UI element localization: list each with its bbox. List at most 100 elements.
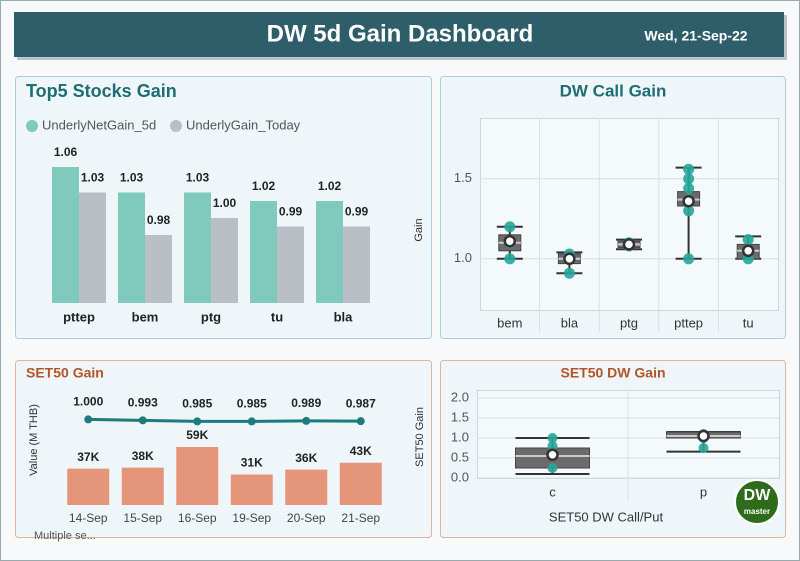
- x-tick-label: tu: [271, 309, 283, 324]
- bar: [339, 462, 382, 505]
- logo: [734, 479, 780, 525]
- value-label: 1.06: [54, 145, 78, 159]
- line-marker: [356, 417, 365, 426]
- value-label: 1.02: [318, 179, 342, 193]
- point: [683, 253, 695, 265]
- line-marker: [247, 417, 256, 426]
- bar: [67, 468, 110, 505]
- point: [683, 205, 695, 217]
- value-label: 0.99: [279, 205, 303, 219]
- point: [504, 253, 516, 265]
- value-label: 31K: [241, 456, 263, 470]
- y-axis-label: SET50 Gain: [414, 407, 426, 467]
- chart-title: SET50 Gain: [26, 365, 104, 381]
- point: [698, 443, 709, 453]
- bar: [316, 201, 343, 303]
- bar: [343, 226, 370, 303]
- point: [742, 234, 754, 246]
- mean: [682, 194, 695, 208]
- x-tick-label: 20-Sep: [287, 511, 326, 525]
- mean: [622, 238, 636, 251]
- x-tick-label: bla: [334, 309, 354, 324]
- logo-text: master: [744, 507, 770, 516]
- bar: [211, 218, 238, 303]
- x-tick-label: p: [700, 484, 707, 499]
- legend-swatch: [170, 120, 182, 132]
- value-label: 1.02: [252, 179, 276, 193]
- value-label: 1.00: [213, 196, 237, 210]
- header: [14, 12, 784, 57]
- x-tick-label: 19-Sep: [232, 511, 271, 525]
- bar: [184, 192, 211, 303]
- point: [683, 163, 695, 175]
- bar: [176, 447, 219, 505]
- point: [547, 433, 558, 443]
- bar: [121, 467, 164, 505]
- value-label: 0.98: [147, 213, 171, 227]
- x-tick-label: ptg: [201, 309, 221, 324]
- x-tick-label: pttep: [674, 315, 703, 330]
- x-tick-label: bla: [561, 315, 579, 330]
- point: [547, 463, 558, 473]
- y-tick-label: 1.0: [454, 250, 472, 265]
- chart-title: Top5 Stocks Gain: [26, 81, 177, 101]
- y-axis-label: Gain: [413, 218, 425, 241]
- point: [547, 441, 558, 451]
- slicer[interactable]: Multiple se...: [34, 530, 96, 542]
- bar: [145, 235, 172, 303]
- point: [504, 221, 516, 233]
- value-label: 0.993: [128, 396, 158, 410]
- mean: [741, 244, 755, 258]
- y-tick-label: 1.5: [451, 409, 469, 424]
- chart-title: DW Call Gain: [560, 81, 667, 100]
- value-label: 1.03: [186, 171, 210, 185]
- bar: [277, 226, 304, 303]
- value-label: 43K: [350, 444, 372, 458]
- header-title: DW 5d Gain Dashboard: [267, 20, 534, 47]
- y-axis-label: Value (M THB): [28, 404, 40, 476]
- legend-label: UnderlyGain_Today: [186, 117, 301, 132]
- x-tick-label: bem: [497, 315, 522, 330]
- value-label: 0.989: [291, 396, 321, 410]
- point: [683, 173, 695, 185]
- panel: [15, 360, 432, 538]
- x-tick-label: 14-Sep: [69, 511, 108, 525]
- value-label: 0.985: [182, 397, 212, 411]
- legend-label: UnderlyNetGain_5d: [42, 117, 156, 132]
- point: [563, 267, 575, 279]
- bar: [250, 201, 277, 303]
- value-label: 59K: [186, 428, 208, 442]
- line-marker: [302, 416, 311, 425]
- bar: [118, 192, 145, 303]
- chart-title: SET50 DW Gain: [560, 365, 665, 381]
- y-tick-label: 0.5: [451, 449, 469, 464]
- value-label: 38K: [132, 449, 154, 463]
- y-tick-label: 1.0: [451, 429, 469, 444]
- value-label: 1.000: [73, 395, 103, 409]
- x-tick-label: ptg: [620, 315, 638, 330]
- value-label: 1.03: [81, 171, 105, 185]
- line-marker: [193, 417, 202, 426]
- line-marker: [84, 415, 93, 424]
- value-label: 1.03: [120, 171, 144, 185]
- value-label: 37K: [77, 450, 99, 464]
- value-label: 0.99: [345, 205, 369, 219]
- bar: [79, 192, 106, 303]
- x-tick-label: c: [549, 484, 556, 499]
- y-tick-label: 0.0: [451, 469, 469, 484]
- x-tick-label: bem: [132, 309, 159, 324]
- bar: [230, 474, 273, 505]
- plot-area: [480, 118, 779, 311]
- point: [683, 182, 695, 194]
- y-tick-label: 2.0: [451, 389, 469, 404]
- line: [88, 417, 361, 423]
- x-axis-label: SET50 DW Call/Put: [549, 509, 664, 524]
- value-label: 36K: [295, 451, 317, 465]
- x-tick-label: 15-Sep: [123, 511, 162, 525]
- x-tick-label: 16-Sep: [178, 511, 217, 525]
- mean: [563, 252, 576, 266]
- value-label: 0.985: [237, 397, 267, 411]
- y-tick-label: 1.5: [454, 170, 472, 185]
